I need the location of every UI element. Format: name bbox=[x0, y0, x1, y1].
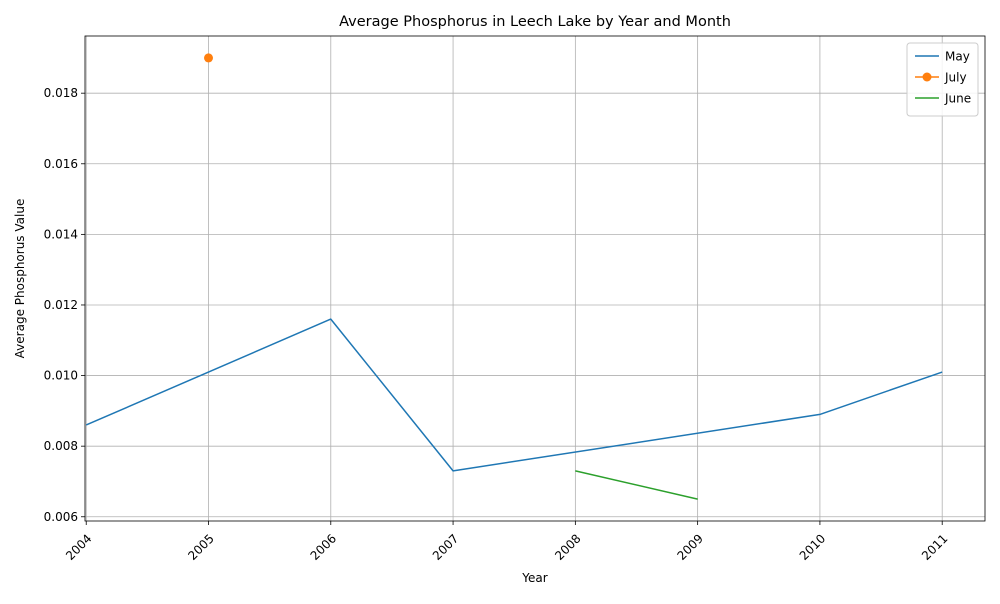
grid bbox=[85, 36, 985, 521]
y-tick-label: 0.006 bbox=[44, 510, 78, 524]
legend-marker-july bbox=[922, 72, 932, 82]
legend-label-may: May bbox=[945, 50, 970, 64]
chart-title: Average Phosphorus in Leech Lake by Year… bbox=[339, 14, 731, 30]
legend-label-july: July bbox=[944, 71, 967, 85]
y-tick-label: 0.008 bbox=[44, 439, 78, 453]
y-axis-label: Average Phosphorus Value bbox=[13, 199, 27, 359]
x-axis-label: Year bbox=[521, 571, 547, 585]
data-point-july bbox=[204, 53, 214, 63]
legend: May July June bbox=[906, 42, 979, 117]
plot-frame bbox=[84, 35, 986, 522]
series bbox=[85, 53, 943, 500]
y-tick-label: 0.010 bbox=[44, 369, 78, 383]
y-tick-label: 0.016 bbox=[44, 157, 78, 171]
y-tick-label: 0.012 bbox=[44, 298, 78, 312]
legend-label-june: June bbox=[944, 92, 971, 106]
y-tick-label: 0.014 bbox=[44, 227, 78, 241]
y-tick-label: 0.018 bbox=[44, 86, 78, 100]
series-line-may bbox=[85, 318, 943, 472]
series-line-june bbox=[575, 470, 698, 500]
